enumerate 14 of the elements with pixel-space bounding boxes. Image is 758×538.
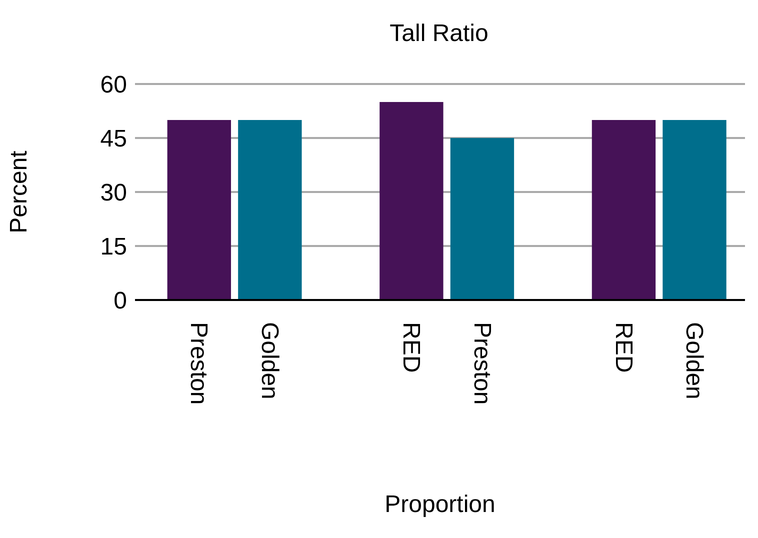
x-axis-title: Proportion — [384, 491, 496, 518]
x-tick-label: Golden — [680, 322, 708, 400]
y-tick-label: 45 — [100, 126, 127, 153]
x-tick-label: RED — [397, 322, 424, 373]
y-tick-label: 30 — [100, 180, 127, 207]
y-tick-label: 60 — [100, 72, 127, 99]
x-tick-label: Preston — [185, 322, 212, 405]
x-tick-label: Golden — [256, 322, 283, 400]
chart-title: Tall Ratio — [388, 20, 490, 48]
x-tick-label: Preston — [468, 322, 496, 405]
y-tick-label: 0 — [114, 288, 127, 315]
x-tick-label: RED — [610, 322, 637, 373]
y-axis-title: Percent — [6, 150, 33, 234]
y-tick-label: 15 — [100, 234, 127, 261]
